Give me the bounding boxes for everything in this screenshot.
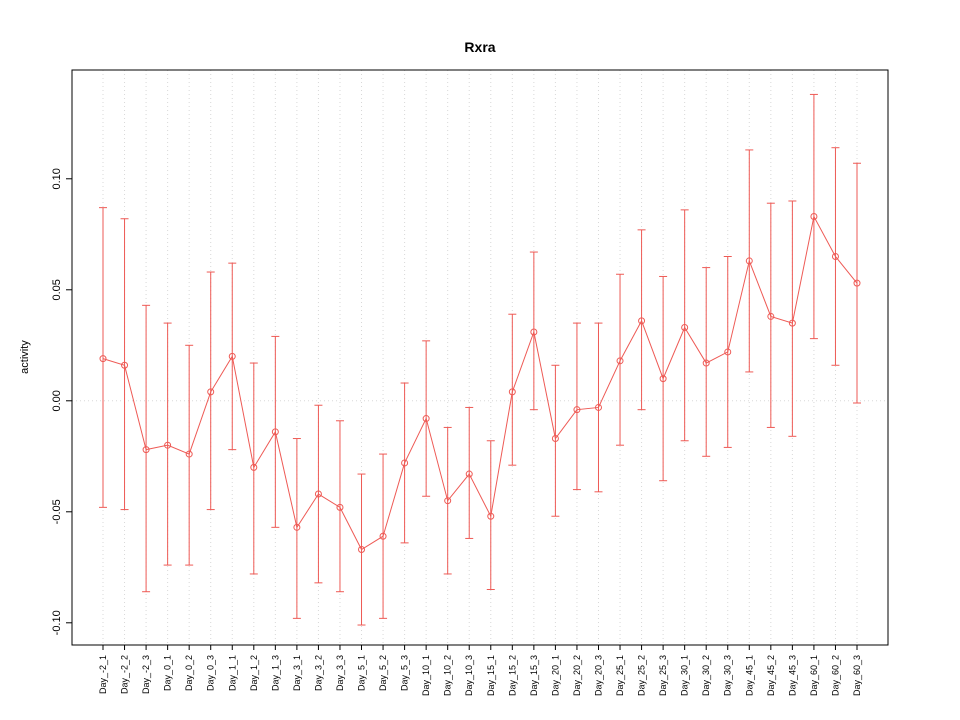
data-point <box>788 319 796 327</box>
x-tick-label: Day_-2_1 <box>98 655 108 694</box>
x-tick-label: Day_10_3 <box>464 655 474 696</box>
data-point <box>724 348 732 356</box>
y-tick-label: 0.10 <box>51 168 63 189</box>
x-tick-label: Day_25_1 <box>615 655 625 696</box>
x-tick-label: Day_1_1 <box>227 655 237 691</box>
x-tick-label: Day_25_3 <box>658 655 668 696</box>
data-point <box>250 463 258 471</box>
data-point <box>207 388 215 396</box>
data-point <box>853 279 861 287</box>
x-tick-label: Day_60_3 <box>852 655 862 696</box>
x-tick-label: Day_45_1 <box>744 655 754 696</box>
x-tick-label: Day_-2_2 <box>120 655 130 694</box>
x-tick-label: Day_1_3 <box>270 655 280 691</box>
data-point <box>681 324 689 332</box>
x-tick-label: Day_25_2 <box>637 655 647 696</box>
x-tick-label: Day_20_1 <box>550 655 560 696</box>
data-point <box>702 359 710 367</box>
data-point <box>336 503 344 511</box>
data-point <box>422 415 430 423</box>
chart-title: Rxra <box>464 39 496 55</box>
x-tick-label: Day_10_1 <box>421 655 431 696</box>
data-point <box>638 317 646 325</box>
x-tick-label: Day_15_3 <box>529 655 539 696</box>
data-point <box>444 497 452 505</box>
plot-border <box>71 69 889 646</box>
x-tick-label: Day_0_2 <box>184 655 194 691</box>
x-tick-label: Day_5_3 <box>400 655 410 691</box>
data-point <box>465 470 473 478</box>
data-point <box>185 450 193 458</box>
x-tick-label: Day_3_1 <box>292 655 302 691</box>
x-tick-label: Day_-2_3 <box>141 655 151 694</box>
data-point <box>99 355 107 363</box>
x-tick-label: Day_30_2 <box>701 655 711 696</box>
x-tick-label: Day_1_2 <box>249 655 259 691</box>
x-tick-label: Day_15_1 <box>486 655 496 696</box>
data-point <box>810 213 818 221</box>
x-tick-label: Day_20_3 <box>593 655 603 696</box>
data-point <box>551 435 559 443</box>
data-point <box>530 328 538 336</box>
x-tick-label: Day_60_1 <box>809 655 819 696</box>
x-tick-label: Day_60_2 <box>830 655 840 696</box>
y-tick-label: 0.05 <box>51 279 63 300</box>
data-point <box>314 490 322 498</box>
data-point <box>831 252 839 260</box>
data-point <box>121 361 129 369</box>
data-point <box>508 388 516 396</box>
data-point <box>228 352 236 360</box>
series-line <box>102 215 858 551</box>
data-point <box>616 357 624 365</box>
x-tick-label: Day_0_3 <box>206 655 216 691</box>
x-tick-label: Day_5_2 <box>378 655 388 691</box>
data-point <box>293 523 301 531</box>
data-point <box>379 532 387 540</box>
x-tick-label: Day_5_1 <box>357 655 367 691</box>
x-tick-label: Day_15_2 <box>507 655 517 696</box>
data-point <box>659 375 667 383</box>
x-tick-label: Day_3_3 <box>335 655 345 691</box>
y-tick-label: -0.05 <box>51 499 63 524</box>
data-point <box>358 546 366 554</box>
data-point <box>401 459 409 467</box>
x-tick-label: Day_3_2 <box>313 655 323 691</box>
data-point <box>271 428 279 436</box>
data-point <box>142 446 150 454</box>
data-point <box>745 257 753 265</box>
x-tick-label: Day_45_3 <box>787 655 797 696</box>
data-point <box>487 512 495 520</box>
x-tick-label: Day_30_3 <box>723 655 733 696</box>
y-tick-label: -0.10 <box>51 610 63 635</box>
data-point <box>767 312 775 320</box>
x-tick-label: Day_20_2 <box>572 655 582 696</box>
x-tick-label: Day_10_2 <box>443 655 453 696</box>
y-tick-label: 0.00 <box>51 390 63 411</box>
x-tick-label: Day_0_1 <box>163 655 173 691</box>
data-point <box>594 403 602 411</box>
data-point <box>573 406 581 414</box>
data-point <box>164 441 172 449</box>
x-tick-label: Day_45_2 <box>766 655 776 696</box>
x-tick-label: Day_30_1 <box>680 655 690 696</box>
